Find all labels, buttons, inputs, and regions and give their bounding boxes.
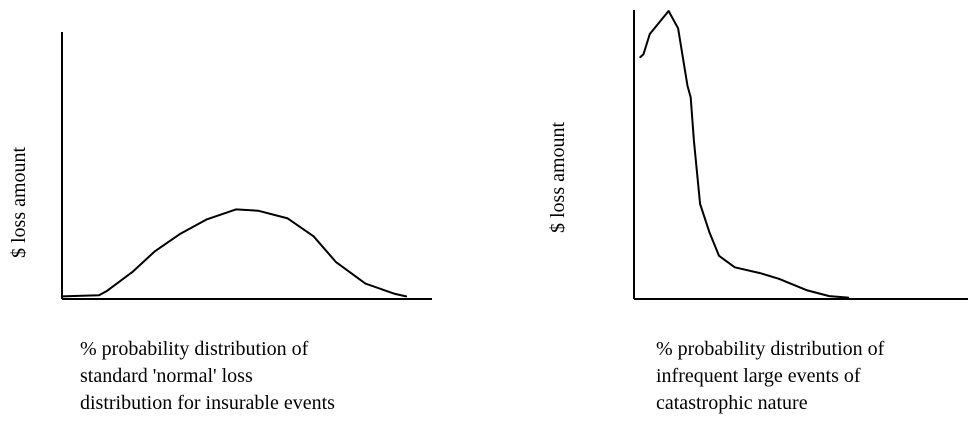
right-y-axis-label: $ loss amount [547, 121, 569, 233]
right-caption-line-2: infrequent large events of [656, 365, 861, 387]
left-caption-line-1: % probability distribution of [80, 338, 309, 360]
left-figure-caption: % probability distribution of standard '… [80, 336, 335, 417]
right-caption-line-3: catastrophic nature [656, 392, 808, 414]
catastrophic-distribution-curve [639, 10, 850, 299]
normal-distribution-chart [61, 32, 432, 300]
right-caption-line-1: % probability distribution of [656, 338, 885, 360]
normal-distribution-curve [61, 208, 408, 298]
left-y-axis-label: $ loss amount [8, 146, 30, 258]
catastrophic-distribution-chart [633, 10, 968, 300]
right-figure-caption: % probability distribution of infrequent… [656, 336, 884, 417]
left-caption-line-3: distribution for insurable events [80, 392, 335, 414]
left-caption-line-2: standard 'normal' loss [80, 365, 253, 387]
